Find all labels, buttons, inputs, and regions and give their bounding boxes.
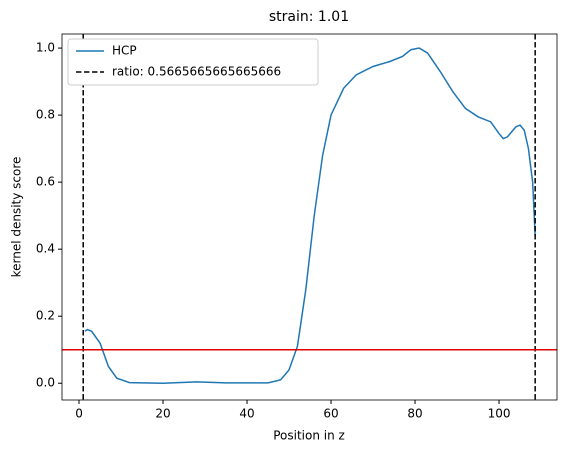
- legend-label: HCP: [112, 44, 137, 58]
- y-tick-label: 1.0: [36, 41, 55, 55]
- y-tick-label: 0.0: [36, 376, 55, 390]
- x-tick-label: 60: [323, 407, 338, 421]
- legend-box: [67, 38, 319, 86]
- x-axis-label: Position in z: [273, 429, 345, 443]
- x-tick-label: 20: [155, 407, 170, 421]
- y-tick-label: 0.2: [36, 309, 55, 323]
- legend-label: ratio: 0.5665665665665666: [112, 65, 281, 79]
- x-tick-label: 40: [239, 407, 254, 421]
- data-line: [84, 47, 536, 384]
- x-tick-label: 80: [407, 407, 422, 421]
- chart-title: strain: 1.01: [269, 9, 349, 25]
- y-tick-label: 0.6: [36, 175, 55, 189]
- y-tick-label: 0.4: [36, 242, 55, 256]
- y-tick-label: 0.8: [36, 108, 55, 122]
- x-tick-label: 0: [75, 407, 83, 421]
- y-axis-label: kernel density score: [10, 157, 24, 278]
- plot-frame: [61, 33, 558, 401]
- x-tick-label: 100: [488, 407, 511, 421]
